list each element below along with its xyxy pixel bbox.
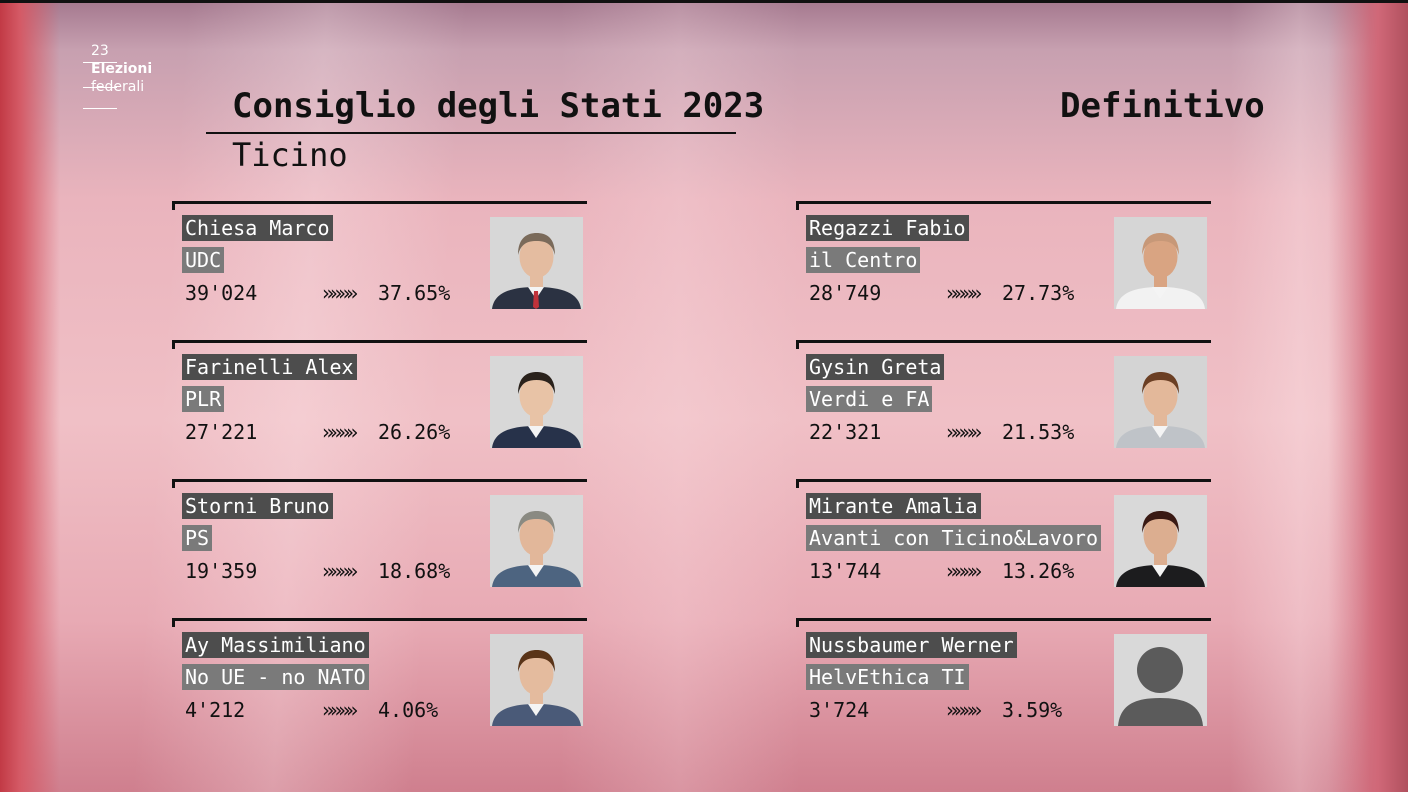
candidate-percent: 3.59%	[1002, 698, 1063, 722]
candidate-card: Gysin Greta Verdi e FA 22'321 »»»» 21.53…	[796, 340, 1211, 452]
logo-word: Elezioni	[91, 61, 153, 77]
candidate-name: Farinelli Alex	[182, 354, 357, 380]
candidate-percent: 18.68%	[378, 559, 451, 583]
candidate-votes: 22'321	[809, 420, 882, 444]
arrows-icon: »»»»	[946, 559, 982, 583]
candidate-name: Ay Massimiliano	[182, 632, 369, 658]
arrows-icon: »»»»	[946, 698, 982, 722]
candidate-name: Regazzi Fabio	[806, 215, 969, 241]
candidate-card: Storni Bruno PS 19'359 »»»» 18.68%	[172, 479, 587, 591]
candidate-card: Farinelli Alex PLR 27'221 »»»» 26.26%	[172, 340, 587, 452]
candidate-party: HelvEthica TI	[806, 664, 969, 690]
candidate-percent: 26.26%	[378, 420, 451, 444]
candidate-name: Mirante Amalia	[806, 493, 981, 519]
candidate-votes: 27'221	[185, 420, 258, 444]
candidate-card: Chiesa Marco UDC 39'024 »»»» 37.65%	[172, 201, 587, 313]
candidate-party: PLR	[182, 386, 225, 412]
top-border	[0, 0, 1408, 3]
elections-logo: 23 Elezioni federali	[83, 42, 165, 109]
candidate-party: No UE - no NATO	[182, 664, 369, 690]
candidate-party: Verdi e FA	[806, 386, 933, 412]
status-label: Definitivo	[1060, 86, 1265, 126]
arrows-icon: »»»»	[322, 698, 358, 722]
placeholder-silhouette-icon	[1114, 634, 1207, 726]
candidate-percent: 27.73%	[1002, 281, 1075, 305]
candidate-portrait	[1114, 356, 1207, 448]
candidate-party: UDC	[182, 247, 225, 273]
arrows-icon: »»»»	[946, 420, 982, 444]
candidate-portrait	[490, 634, 583, 726]
candidate-party: Avanti con Ticino&Lavoro	[806, 525, 1101, 551]
candidate-percent: 13.26%	[1002, 559, 1075, 583]
candidate-party: il Centro	[806, 247, 921, 273]
candidate-party: PS	[182, 525, 213, 551]
candidate-votes: 39'024	[185, 281, 258, 305]
candidate-votes: 4'212	[185, 698, 246, 722]
arrows-icon: »»»»	[322, 420, 358, 444]
candidate-percent: 4.06%	[378, 698, 439, 722]
arrows-icon: »»»»	[946, 281, 982, 305]
candidate-percent: 21.53%	[1002, 420, 1075, 444]
candidate-votes: 28'749	[809, 281, 882, 305]
candidate-name: Gysin Greta	[806, 354, 945, 380]
candidate-portrait	[490, 356, 583, 448]
page-title: Consiglio degli Stati 2023	[232, 86, 765, 126]
candidate-votes: 19'359	[185, 559, 258, 583]
candidate-percent: 37.65%	[378, 281, 451, 305]
candidate-portrait	[490, 495, 583, 587]
arrows-icon: »»»»	[322, 559, 358, 583]
candidate-portrait	[490, 217, 583, 309]
candidate-card: Ay Massimiliano No UE - no NATO 4'212 »»…	[172, 618, 587, 730]
candidate-votes: 3'724	[809, 698, 870, 722]
canton-name: Ticino	[232, 136, 348, 174]
candidate-portrait	[1114, 217, 1207, 309]
title-underline	[206, 132, 736, 134]
candidate-card: Mirante Amalia Avanti con Ticino&Lavoro …	[796, 479, 1211, 591]
candidate-card: Regazzi Fabio il Centro 28'749 »»»» 27.7…	[796, 201, 1211, 313]
candidate-name: Storni Bruno	[182, 493, 333, 519]
candidate-name: Nussbaumer Werner	[806, 632, 1017, 658]
candidate-portrait	[1114, 495, 1207, 587]
candidate-votes: 13'744	[809, 559, 882, 583]
arrows-icon: »»»»	[322, 281, 358, 305]
logo-subword: federali	[91, 79, 145, 95]
logo-number: 23	[91, 43, 109, 59]
candidate-card: Nussbaumer Werner HelvEthica TI 3'724 »»…	[796, 618, 1211, 730]
candidate-name: Chiesa Marco	[182, 215, 333, 241]
